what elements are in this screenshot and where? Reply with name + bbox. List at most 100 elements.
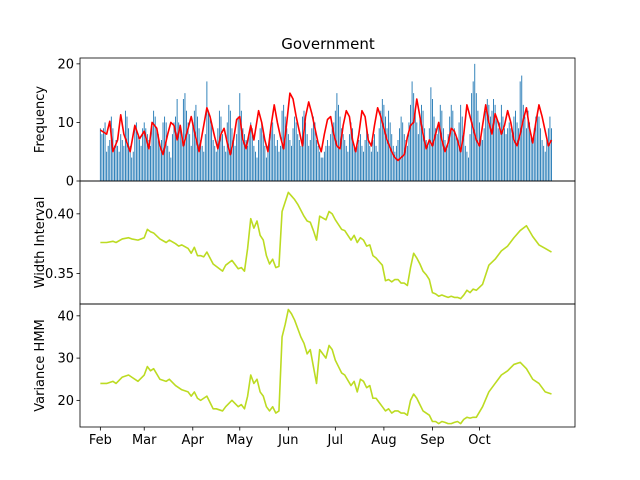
frequency-bar [541, 140, 543, 181]
frequency-bar [391, 134, 393, 181]
frequency-bar [280, 145, 281, 181]
frequency-bar [428, 128, 430, 181]
frequency-bar [317, 145, 319, 181]
frequency-bar [502, 116, 504, 181]
frequency-bar [458, 122, 460, 181]
frequency-bar [364, 140, 366, 181]
frequency-bar [511, 134, 513, 181]
frequency-bar [536, 110, 538, 181]
frequency-bar [399, 128, 401, 181]
frequency-bar [334, 110, 336, 181]
frequency-bar [107, 145, 109, 181]
frequency-bar [469, 134, 471, 181]
frequency-bar [482, 140, 484, 181]
y-tick-label: 10 [57, 116, 74, 131]
frequency-bar [515, 110, 516, 181]
frequency-bar [229, 110, 231, 181]
frequency-bar [165, 122, 167, 181]
frequency-bar [161, 140, 162, 181]
frequency-bar [181, 134, 183, 181]
frequency-bar [223, 145, 225, 181]
frequency-bar [284, 116, 286, 181]
frequency-bar [101, 134, 103, 181]
y-tick-label: 20 [57, 394, 74, 409]
frequency-bar [546, 140, 548, 181]
frequency-bar [131, 157, 133, 181]
frequency-bar [527, 110, 529, 181]
frequency-bar [372, 140, 374, 181]
frequency-bar [306, 134, 308, 181]
frequency-bar [464, 145, 466, 181]
frequency-bar [489, 116, 491, 181]
x-tick-label: Aug [371, 433, 396, 448]
frequency-bar [417, 134, 419, 181]
frequency-bar [314, 122, 316, 181]
frequency-bar [173, 122, 175, 181]
frequency-bar [486, 99, 488, 181]
frequency-bar [446, 145, 447, 181]
frequency-bar [237, 116, 239, 181]
frequency-bar [466, 151, 468, 181]
frequency-bar [457, 140, 458, 181]
frequency-bar [247, 145, 249, 181]
frequency-bar [289, 140, 291, 181]
frequency-bar [439, 104, 441, 181]
y-axis-label: Frequency [33, 86, 48, 153]
frequency-bar [442, 128, 444, 181]
x-tick-label: Feb [89, 433, 112, 448]
frequency-bar [455, 134, 457, 181]
frequency-bar [441, 110, 443, 181]
frequency-bar [118, 151, 120, 181]
frequency-bar [352, 128, 354, 181]
frequency-bar [217, 128, 219, 181]
frequency-bar [167, 145, 169, 181]
frequency-bar [432, 99, 433, 181]
frequency-bar [331, 128, 333, 181]
frequency-bar [240, 110, 242, 181]
x-tick-label: Oct [468, 433, 490, 448]
frequency-bar [253, 145, 255, 181]
frequency-bar [182, 99, 184, 181]
frequency-bar [150, 145, 151, 181]
frequency-bar [345, 145, 347, 181]
frequency-bar [179, 128, 181, 181]
frequency-bar [234, 145, 236, 181]
frequency-bar [414, 110, 416, 181]
frequency-bar [500, 104, 502, 181]
frequency-bar [278, 151, 280, 181]
frequency-bar [504, 128, 505, 181]
frequency-bar [300, 145, 302, 181]
frequency-bar [325, 145, 327, 181]
frequency-bar [189, 134, 191, 181]
frequency-bar [175, 116, 176, 181]
frequency-bar [143, 122, 145, 181]
frequency-bar [231, 128, 233, 181]
frequency-bar [411, 81, 413, 181]
frequency-bar [513, 116, 515, 181]
frequency-bar [103, 128, 104, 181]
frequency-bar [273, 134, 275, 181]
frequency-bar [427, 145, 429, 181]
frequency-bar [532, 140, 534, 181]
frequency-bar [447, 134, 449, 181]
frequency-bar [214, 145, 216, 181]
frequency-bar [301, 116, 303, 181]
frequency-bar [358, 140, 360, 181]
frequency-bar [200, 140, 202, 181]
frequency-bar [245, 140, 247, 181]
frequency-bar [244, 134, 245, 181]
frequency-bar [341, 128, 343, 181]
frequency-bar [297, 134, 299, 181]
frequency-bar [212, 140, 214, 181]
frequency-bar [145, 128, 147, 181]
frequency-bar [312, 116, 314, 181]
frequency-bar [488, 104, 490, 181]
frequency-bar [444, 140, 446, 181]
frequency-bar [201, 145, 203, 181]
frequency-bar [258, 140, 260, 181]
frequency-bar [190, 145, 192, 181]
frequency-bar [259, 128, 261, 181]
frequency-bar [204, 134, 206, 181]
x-tick-label: Apr [182, 433, 205, 448]
